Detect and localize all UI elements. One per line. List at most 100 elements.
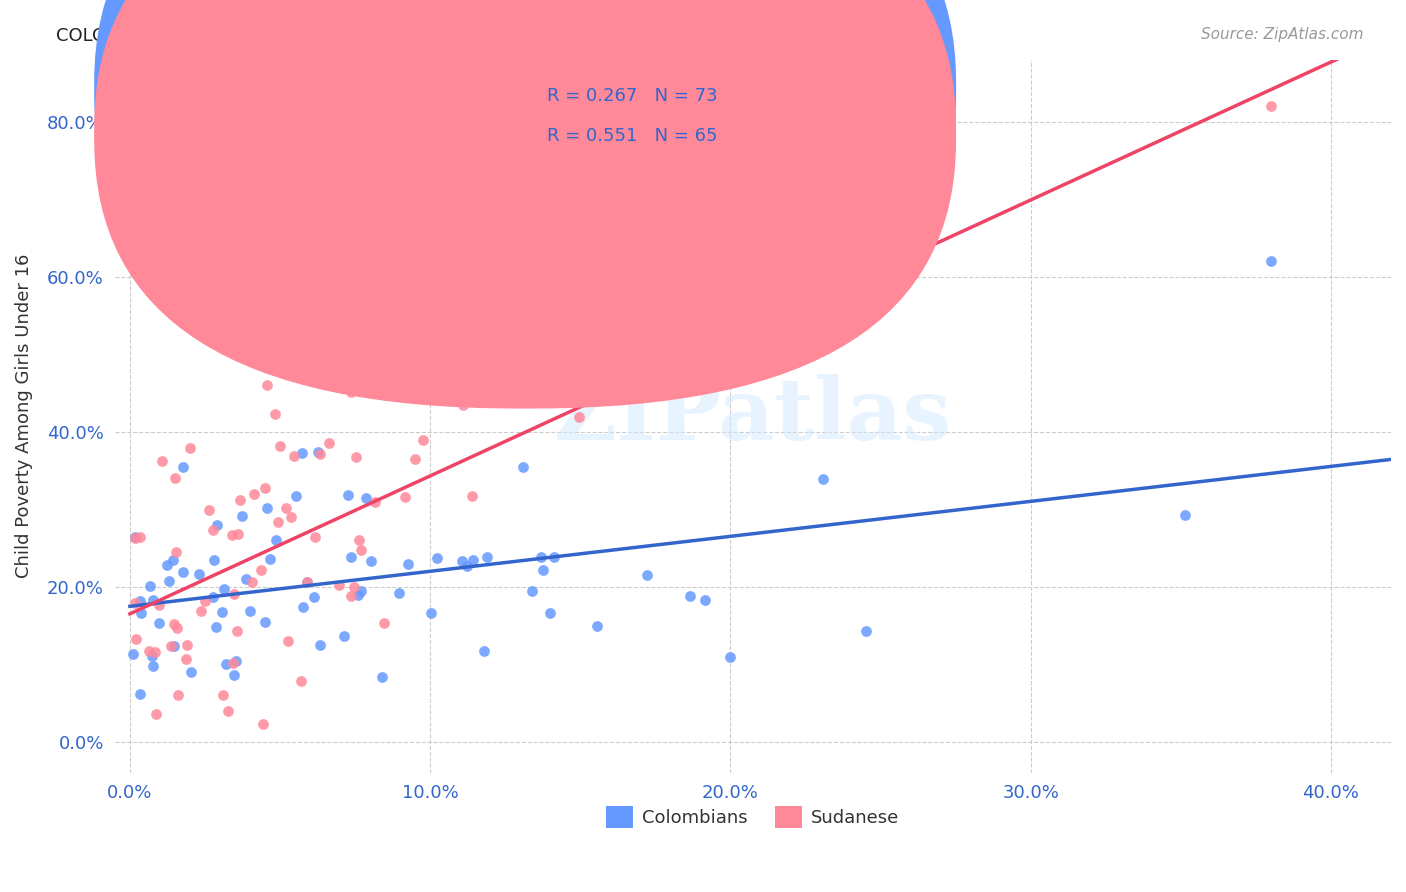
Point <box>349 533 371 547</box>
Point <box>679 589 702 603</box>
Point <box>295 575 318 590</box>
Point <box>304 530 326 544</box>
Y-axis label: Child Poverty Among Girls Under 16: Child Poverty Among Girls Under 16 <box>15 254 32 578</box>
Point <box>636 568 658 582</box>
Point <box>461 489 484 503</box>
Point <box>156 558 179 573</box>
Point <box>129 530 152 544</box>
Point <box>337 487 360 501</box>
Point <box>264 407 287 421</box>
Point <box>150 453 173 467</box>
Point <box>450 554 472 568</box>
Point <box>157 574 180 588</box>
Point <box>855 624 877 638</box>
Point <box>291 599 314 614</box>
Point <box>174 651 197 665</box>
Point <box>224 587 246 601</box>
Point <box>274 500 297 515</box>
Point <box>163 639 186 653</box>
Point <box>256 501 278 516</box>
Point <box>122 648 145 662</box>
Point <box>172 566 194 580</box>
Point <box>128 687 150 701</box>
Point <box>252 716 274 731</box>
Text: ZIPatlas: ZIPatlas <box>554 374 952 458</box>
Point <box>412 433 434 447</box>
Point <box>346 588 368 602</box>
Point <box>472 643 495 657</box>
Point <box>180 665 202 679</box>
Point <box>160 640 183 654</box>
Point <box>176 638 198 652</box>
Point <box>267 516 290 530</box>
Point <box>179 442 201 456</box>
Point <box>1260 99 1282 113</box>
Text: R = 0.267   N = 73: R = 0.267 N = 73 <box>547 87 717 105</box>
Point <box>253 481 276 495</box>
Point <box>124 530 146 544</box>
Point <box>277 633 299 648</box>
Point <box>222 656 245 670</box>
Point <box>142 592 165 607</box>
Point <box>138 644 160 658</box>
Point <box>339 550 361 565</box>
Point <box>253 615 276 629</box>
Point <box>373 615 395 630</box>
Point <box>475 549 498 564</box>
Point <box>333 629 356 643</box>
Point <box>166 688 188 702</box>
Point <box>1174 508 1197 522</box>
Point <box>163 471 186 485</box>
Point <box>339 385 361 400</box>
Point <box>172 459 194 474</box>
Point <box>388 586 411 600</box>
Point <box>426 550 449 565</box>
Point <box>381 333 404 347</box>
Point <box>350 542 373 557</box>
Point <box>204 620 226 634</box>
Point <box>363 495 385 509</box>
Point <box>250 563 273 577</box>
Point <box>328 578 350 592</box>
Point <box>718 649 741 664</box>
Point <box>128 593 150 607</box>
Point <box>394 491 416 505</box>
Point <box>291 446 314 460</box>
Point <box>543 550 565 565</box>
Point <box>269 440 291 454</box>
Point <box>214 582 236 597</box>
Point <box>211 605 233 619</box>
Point <box>531 563 554 577</box>
Point <box>309 446 332 460</box>
Point <box>145 645 167 659</box>
Point <box>585 619 607 633</box>
Point <box>693 593 716 607</box>
Point <box>813 472 835 486</box>
Point <box>142 658 165 673</box>
Point <box>222 667 245 681</box>
Point <box>197 503 219 517</box>
Point <box>217 704 239 718</box>
Point <box>404 452 426 467</box>
Point <box>165 544 187 558</box>
Point <box>215 657 238 671</box>
Point <box>309 638 332 652</box>
Point <box>371 670 394 684</box>
Text: COLOMBIAN VS SUDANESE CHILD POVERTY AMONG GIRLS UNDER 16 CORRELATION CHART: COLOMBIAN VS SUDANESE CHILD POVERTY AMON… <box>56 27 880 45</box>
Point <box>194 594 217 608</box>
Point <box>302 590 325 604</box>
Point <box>344 450 367 465</box>
Point <box>235 572 257 586</box>
Point <box>188 566 211 581</box>
Point <box>201 590 224 604</box>
Point <box>202 553 225 567</box>
Point <box>360 553 382 567</box>
Point <box>420 606 443 620</box>
Point <box>225 654 247 668</box>
Point <box>202 523 225 537</box>
Point <box>207 517 229 532</box>
Point <box>148 598 170 612</box>
Point <box>350 584 373 599</box>
Point <box>226 526 249 541</box>
Point <box>139 579 162 593</box>
